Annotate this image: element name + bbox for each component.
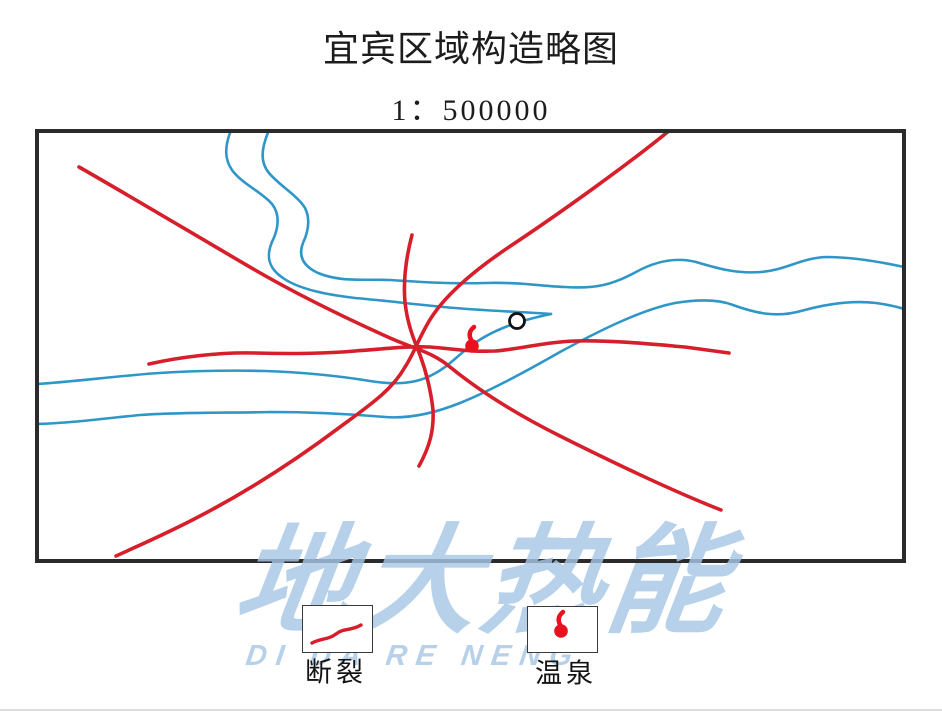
legend-fault-label: 断裂 <box>305 657 367 688</box>
legend-spring-label: 温泉 <box>535 658 597 689</box>
min-river-east-bank-changjiang-north-bank <box>261 133 902 289</box>
fault-line-f4 <box>402 233 435 468</box>
yibin-city-marker <box>508 312 526 330</box>
page-bottom-divider <box>0 709 942 711</box>
legend-spring-box <box>527 606 598 653</box>
jinsha-river-south-bank-changjiang-south-bank <box>39 299 902 426</box>
fault-line-f3 <box>147 339 731 366</box>
map-scale: 1：500000 <box>391 94 551 127</box>
map-title: 宜宾区域构造略图 <box>322 29 620 69</box>
hot-spring-symbol <box>465 324 479 353</box>
legend-fault-box <box>302 605 373 653</box>
fault-lines <box>77 133 731 558</box>
fault-line-f1 <box>114 133 670 558</box>
min-river-west-bank-peninsula <box>224 133 553 316</box>
